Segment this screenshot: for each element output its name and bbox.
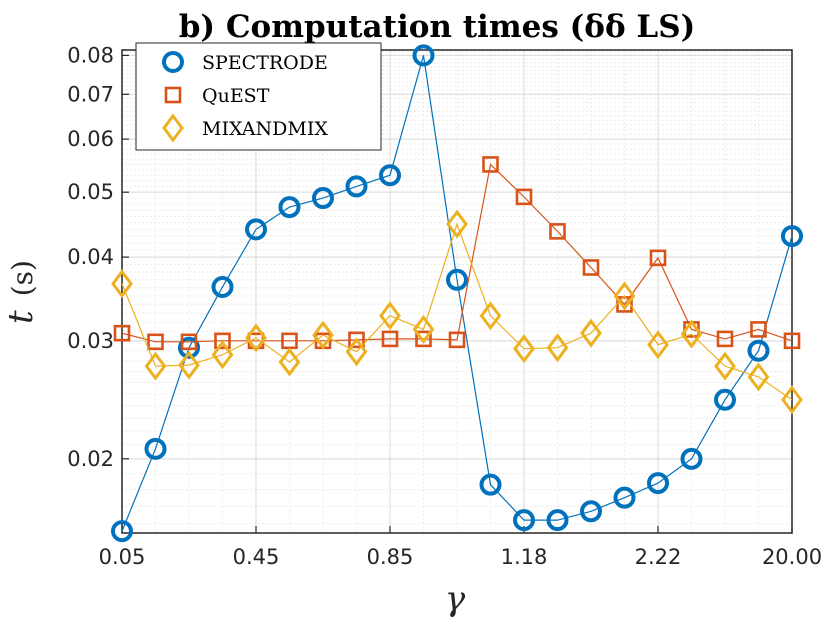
data-point-mixandmix [412,314,435,344]
data-point-mixandmix [781,385,803,415]
series-mixandmix [111,209,803,415]
data-point-quest [716,330,734,348]
data-point-mixandmix [580,318,602,348]
data-point-mixandmix [680,319,703,349]
data-point-quest [348,331,365,349]
legend-item-mixandmix: MIXANDMIX [162,113,328,143]
data-point-spectrode [714,388,736,411]
data-point-mixandmix [479,301,502,331]
legend-marker-spectrode [162,51,184,73]
x-tick-label: 2.22 [635,545,682,569]
data-point-quest [448,331,466,349]
data-point-spectrode [211,275,234,298]
data-point-spectrode [647,472,669,495]
data-point-spectrode [111,520,133,543]
data-point-mixandmix [245,323,267,353]
data-point-mixandmix [747,362,770,392]
legend-box [135,42,382,151]
y-tick-label: 0.06 [67,127,114,151]
data-point-mixandmix [613,281,636,311]
x-tick-label: 20.00 [762,545,822,569]
data-point-spectrode [312,187,334,210]
data-point-quest [147,333,164,351]
legend-label: SPECTRODE [202,52,328,74]
data-point-spectrode [546,509,569,532]
data-point-quest [214,332,231,350]
series-line-quest [121,163,793,343]
legend-label: QuEST [202,85,270,107]
y-tick-label: 0.07 [67,82,114,106]
data-point-quest [649,249,667,267]
data-point-mixandmix [379,301,401,331]
data-point-spectrode [580,500,602,523]
y-axis-label-unit: (s) [6,260,39,296]
legend: SPECTRODE QuEST MIXANDMIX [135,42,382,151]
data-point-quest [515,188,533,206]
series-line-spectrode [121,55,793,532]
data-point-mixandmix [513,334,535,364]
x-tick-label: 1.18 [501,545,548,569]
data-point-quest [750,321,767,338]
data-point-spectrode [245,218,267,241]
data-point-spectrode [680,447,703,470]
x-tick-label: 0.05 [99,545,146,569]
data-point-mixandmix [446,209,468,239]
data-point-mixandmix [345,337,368,367]
legend-marker-quest [164,86,182,104]
y-tick-label: 0.03 [67,329,114,353]
data-point-spectrode [178,336,200,359]
data-point-mixandmix [714,351,736,381]
x-tick-label: 0.85 [367,545,414,569]
data-point-mixandmix [111,269,133,299]
data-point-quest [549,223,566,240]
legend-marker-mixandmix [162,113,184,143]
legend-label: MIXANDMIX [202,118,328,140]
legend-item-spectrode: SPECTRODE [162,51,328,74]
y-axis-label: t (s) [1,260,41,324]
data-point-spectrode [446,268,468,291]
series-line-mixandmix [121,222,793,401]
y-axis-label-symbol: t [1,310,41,324]
data-point-spectrode [747,339,770,362]
svg-text:t (s): t (s) [1,260,41,324]
data-point-mixandmix [546,333,569,363]
data-point-spectrode [412,44,435,67]
chart-title: b) Computation times (δδ LS) [179,9,696,45]
axis-ticks: 0.02 0.03 0.04 0.05 0.06 0.07 0.08 0.05 0.45 0.85… [67,43,822,569]
data-point-quest [582,259,600,276]
data-point-spectrode [479,473,502,496]
data-point-quest [415,330,432,348]
data-point-spectrode [345,175,368,198]
data-point-mixandmix [211,340,234,370]
y-tick-label: 0.02 [67,447,114,471]
x-tick-label: 0.45 [233,545,280,569]
data-point-spectrode [278,196,301,219]
data-point-spectrode [513,509,535,532]
data-point-quest [783,332,801,350]
x-axis-label: γ [445,579,466,619]
plot-frame [121,49,793,534]
data-point-mixandmix [278,347,301,377]
legend-item-quest: QuEST [164,85,270,107]
data-point-quest [113,324,131,342]
y-tick-label: 0.08 [67,43,114,67]
series-quest [113,156,801,351]
data-point-spectrode [144,437,167,460]
data-point-spectrode [613,486,636,509]
y-tick-label: 0.04 [67,245,114,269]
y-tick-label: 0.05 [67,180,114,204]
data-point-mixandmix [647,330,669,360]
data-point-quest [180,333,198,351]
data-point-spectrode [379,164,401,187]
data-point-mixandmix [144,351,167,381]
data-point-spectrode [781,225,803,248]
data-point-mixandmix [178,350,200,380]
data-point-quest [381,330,399,348]
series-spectrode [111,44,803,543]
data-point-mixandmix [312,320,334,350]
series-layer [111,44,803,543]
data-point-quest [482,156,499,173]
